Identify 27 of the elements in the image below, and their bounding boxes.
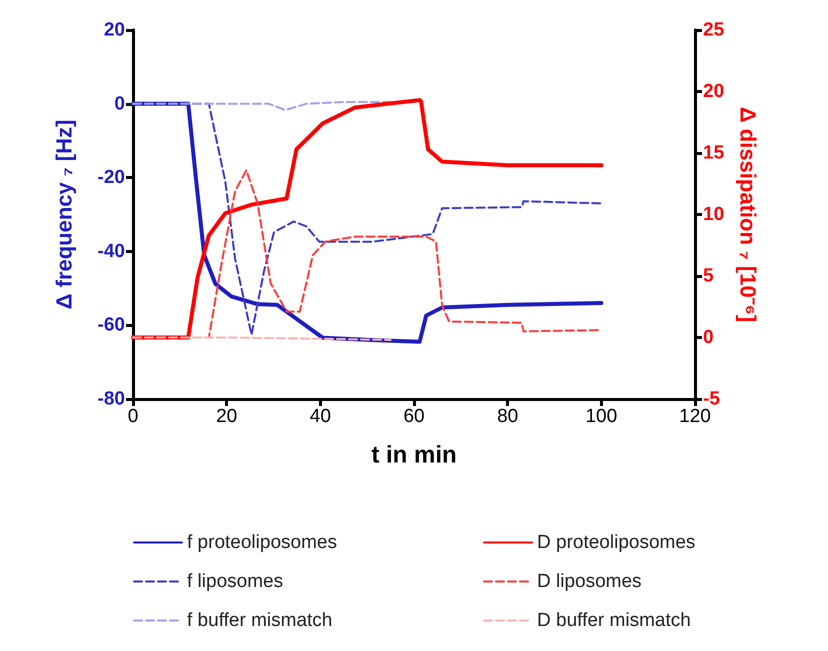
y-tick-label: -20 [98,167,125,188]
legend-label: D buffer mismatch [537,610,691,631]
y2-tick-label: 20 [703,81,724,102]
y2-tick-label: 25 [703,20,725,40]
x-tick-label: 100 [585,406,618,427]
y-tick-label: -40 [98,240,125,262]
x-tick-label: 60 [403,406,425,427]
y2-tick-label: 0 [703,327,714,348]
y2-axis-title: Δ dissipation ₇ [10⁻⁶] [736,106,760,322]
y2-tick-label: 5 [703,266,714,286]
legend-label: f buffer mismatch [187,610,332,631]
x-tick-label: 40 [310,406,331,427]
x-axis-title: t in min [371,442,457,468]
y-tick-label: 20 [104,20,125,40]
y-tick-label: -80 [98,388,125,410]
y-tick-label: 0 [114,93,125,114]
x-tick-label: 20 [216,406,238,427]
y-axis-title: Δ frequency ₇ [Hz] [52,120,76,310]
legend-label: f proteoliposomes [187,532,337,553]
y2-tick-label: 15 [703,142,725,164]
legend-label: D proteoliposomes [537,532,696,553]
x-tick-label: 80 [497,406,518,427]
x-tick-label: 0 [128,406,138,427]
legend-label: f liposomes [187,571,284,592]
y-tick-label: -60 [98,314,125,336]
legend-label: D liposomes [537,571,642,592]
y2-tick-label: 10 [703,204,724,225]
